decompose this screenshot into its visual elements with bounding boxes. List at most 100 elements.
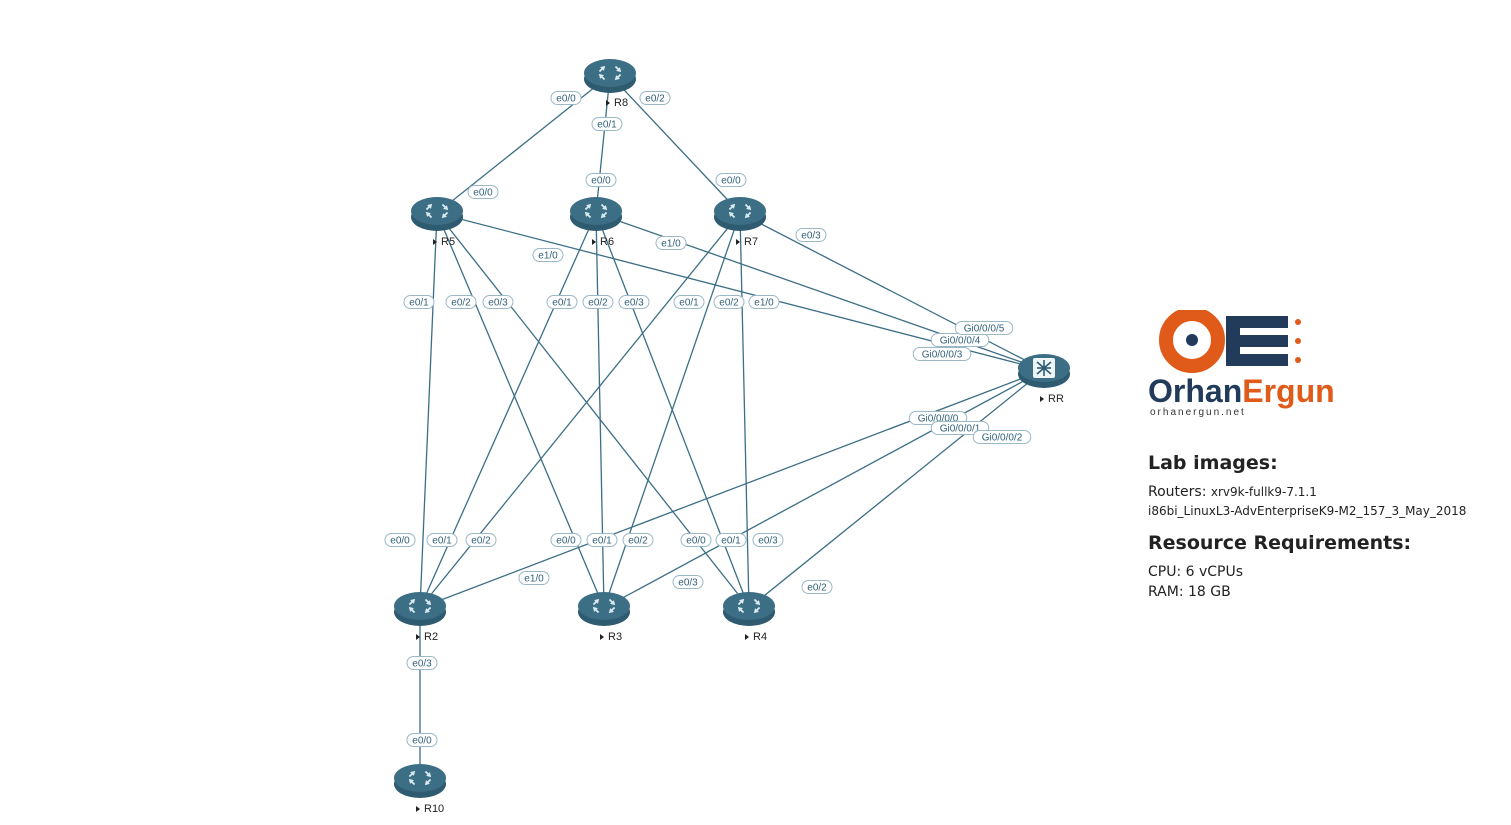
svg-text:e0/0: e0/0 <box>412 736 432 747</box>
interface-label: e1/0 <box>656 237 686 250</box>
svg-text:e0/1: e0/1 <box>552 298 572 309</box>
edge-R5-R2 <box>420 213 437 608</box>
node-label-R7: R7 <box>736 236 758 248</box>
brand-logo: OrhanErgun orhanergun.net <box>1148 310 1498 434</box>
interface-label: e0/1 <box>404 296 434 309</box>
node-label-R3: R3 <box>600 631 622 643</box>
interface-label: e0/0 <box>407 734 437 747</box>
interface-label: e0/0 <box>385 534 415 547</box>
interface-label: e0/0 <box>681 534 711 547</box>
svg-text:e0/1: e0/1 <box>597 120 617 131</box>
node-label-R10: R10 <box>416 803 444 815</box>
svg-text:RR: RR <box>1048 393 1064 405</box>
node-R8[interactable] <box>584 59 636 93</box>
svg-text:R10: R10 <box>424 803 444 815</box>
node-label-R4: R4 <box>745 631 767 643</box>
interface-label: e0/1 <box>716 534 746 547</box>
svg-text:e0/1: e0/1 <box>432 536 452 547</box>
node-RR[interactable] <box>1018 354 1070 388</box>
routers-line: Routers: xrv9k-fullk9-7.1.1 <box>1148 484 1498 500</box>
node-R4[interactable] <box>723 592 775 626</box>
svg-text:e0/0: e0/0 <box>556 94 576 105</box>
svg-text:R7: R7 <box>744 236 758 248</box>
svg-text:e1/0: e1/0 <box>538 251 558 262</box>
edge-R8-R6 <box>596 75 610 213</box>
interface-label: e0/2 <box>466 534 496 547</box>
node-label-RR: RR <box>1040 393 1064 405</box>
interface-label: e0/2 <box>623 534 653 547</box>
interface-label: e0/3 <box>796 229 826 242</box>
edge-R8-R5 <box>437 75 610 213</box>
routers-line2: i86bi_LinuxL3-AdvEnterpriseK9-M2_157_3_M… <box>1148 504 1498 518</box>
node-R5[interactable] <box>411 197 463 231</box>
edge-R4-RR <box>749 370 1044 608</box>
svg-text:e0/3: e0/3 <box>758 536 778 547</box>
svg-text:e0/0: e0/0 <box>473 188 493 199</box>
resource-req-heading: Resource Requirements: <box>1148 532 1498 554</box>
interface-label: e0/0 <box>716 174 746 187</box>
edge-R6-R3 <box>596 213 604 608</box>
interface-label: e0/3 <box>483 296 513 309</box>
interface-label: e0/0 <box>468 186 498 199</box>
interface-label: e0/3 <box>407 657 437 670</box>
interface-label: e0/0 <box>551 534 581 547</box>
interface-label: e0/2 <box>446 296 476 309</box>
interface-label: e0/1 <box>592 118 622 131</box>
svg-text:R2: R2 <box>424 631 438 643</box>
interface-label: Gi0/0/0/4 <box>931 334 989 347</box>
node-R2[interactable] <box>394 592 446 626</box>
svg-text:e0/3: e0/3 <box>624 298 644 309</box>
edge-R8-R7 <box>610 75 740 213</box>
interface-label: e0/2 <box>714 296 744 309</box>
svg-text:e0/2: e0/2 <box>719 298 739 309</box>
svg-text:e0/0: e0/0 <box>591 176 611 187</box>
interface-label: e0/1 <box>427 534 457 547</box>
edge-R7-RR <box>740 213 1044 370</box>
edge-R7-R4 <box>740 213 749 608</box>
svg-text:e1/0: e1/0 <box>661 239 681 250</box>
svg-text:e0/0: e0/0 <box>686 536 706 547</box>
brand-subtitle: orhanergun.net <box>1150 407 1246 418</box>
node-R7[interactable] <box>714 197 766 231</box>
svg-text:R3: R3 <box>608 631 622 643</box>
svg-text:e0/1: e0/1 <box>679 298 699 309</box>
svg-text:R6: R6 <box>600 236 614 248</box>
interface-label: e1/0 <box>749 296 779 309</box>
svg-text:e0/3: e0/3 <box>488 298 508 309</box>
svg-text:e0/3: e0/3 <box>412 659 432 670</box>
svg-text:Gi0/0/0/3: Gi0/0/0/3 <box>922 350 963 361</box>
interface-label: e0/3 <box>673 576 703 589</box>
svg-text:R5: R5 <box>441 236 455 248</box>
svg-text:e0/0: e0/0 <box>556 536 576 547</box>
svg-text:OrhanErgun: OrhanErgun <box>1148 373 1335 409</box>
node-label-R8: R8 <box>606 97 628 109</box>
svg-text:e0/3: e0/3 <box>678 578 698 589</box>
svg-text:Gi0/0/0/2: Gi0/0/0/2 <box>982 433 1023 444</box>
edge-R5-R3 <box>437 213 604 608</box>
svg-text:e0/1: e0/1 <box>721 536 741 547</box>
interface-label: e0/1 <box>674 296 704 309</box>
interface-label: e0/0 <box>586 174 616 187</box>
interface-label: e0/3 <box>753 534 783 547</box>
edge-R5-R4 <box>437 213 749 608</box>
node-R6[interactable] <box>570 197 622 231</box>
svg-text:R8: R8 <box>614 97 628 109</box>
interface-label: e1/0 <box>519 572 549 585</box>
svg-text:e0/3: e0/3 <box>801 231 821 242</box>
edge-R7-R3 <box>604 213 740 608</box>
node-R3[interactable] <box>578 592 630 626</box>
svg-text:Gi0/0/0/4: Gi0/0/0/4 <box>940 336 981 347</box>
node-label-R6: R6 <box>592 236 614 248</box>
svg-text:e0/2: e0/2 <box>588 298 608 309</box>
svg-text:Gi0/0/0/5: Gi0/0/0/5 <box>964 324 1005 335</box>
interface-label: e0/1 <box>587 534 617 547</box>
node-R10[interactable] <box>394 764 446 798</box>
svg-text:e0/1: e0/1 <box>592 536 612 547</box>
brand-word1: Orhan <box>1148 373 1242 409</box>
svg-text:e0/0: e0/0 <box>721 176 741 187</box>
brand-word2: Ergun <box>1242 373 1334 409</box>
svg-text:e0/2: e0/2 <box>628 536 648 547</box>
interface-label: Gi0/0/0/2 <box>973 431 1031 444</box>
svg-text:e0/2: e0/2 <box>451 298 471 309</box>
edge-R2-RR <box>420 370 1044 608</box>
